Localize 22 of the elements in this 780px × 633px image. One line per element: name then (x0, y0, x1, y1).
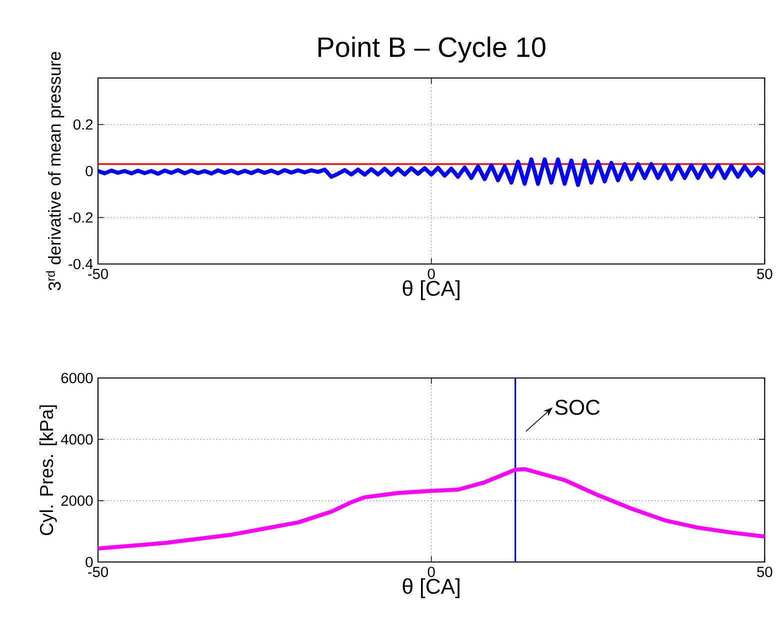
y-axis-title: Cyl. Pres. [kPa] (39, 405, 57, 536)
annotation: SOC (555, 400, 600, 415)
y-tick-label: -0.4 (68, 258, 93, 270)
y-tick-label: 0.2 (73, 119, 93, 130)
y-tick-label: 4000 (61, 434, 93, 445)
x-tick-label: -50 (88, 566, 108, 578)
y-tick-label: -0.2 (68, 212, 93, 223)
x-axis-title: θ [CA] (402, 578, 460, 598)
y-axis-title: 3$^{rd}$ derivative of mean pressure (46, 52, 64, 290)
y-tick-label: 0 (86, 556, 93, 568)
y-tick-label: 2000 (61, 495, 93, 506)
y-tick-label: 6000 (61, 372, 93, 384)
x-axis-title: θ [CA] (402, 280, 460, 300)
line-series (98, 157, 765, 187)
x-tick-label: 0 (428, 268, 435, 280)
x-tick-label: 50 (757, 268, 772, 280)
x-tick-label: -50 (88, 268, 108, 280)
x-tick-label: 50 (757, 566, 772, 578)
y-tick-label: 0 (86, 166, 93, 176)
line-series (98, 467, 765, 551)
chart-title: Point B – Cycle 10 (318, 36, 546, 63)
x-tick-label: 0 (428, 566, 435, 578)
